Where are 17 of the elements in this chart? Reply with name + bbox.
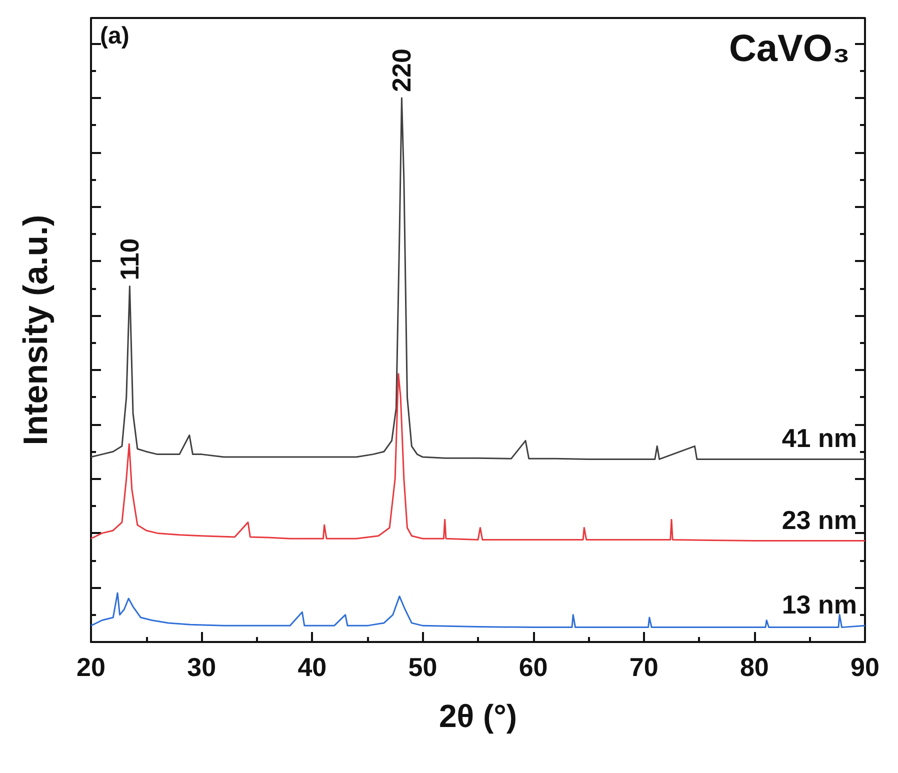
y-axis-title: Intensity (a.u.) [17,214,55,446]
x-tick-label: 70 [629,652,658,682]
text: (a) [100,22,130,50]
series-label: 23 nm [782,504,857,535]
text: CaVO₃ [728,28,850,70]
x-tick-label: 90 [850,652,880,682]
x-tick-label: 80 [740,652,769,682]
series-label: 13 nm [782,590,857,620]
annotation: 220 [386,48,417,92]
x-tick-label: 20 [76,652,106,682]
series-label: 41 nm [782,423,857,454]
x-tick-label: 40 [298,652,327,682]
annotation: 110 [114,238,145,280]
x-tick-label: 60 [518,652,548,682]
x-axis-title: 2θ (°) [438,698,518,734]
x-tick-label: 30 [187,652,216,682]
x-tick-label: 50 [408,652,438,682]
